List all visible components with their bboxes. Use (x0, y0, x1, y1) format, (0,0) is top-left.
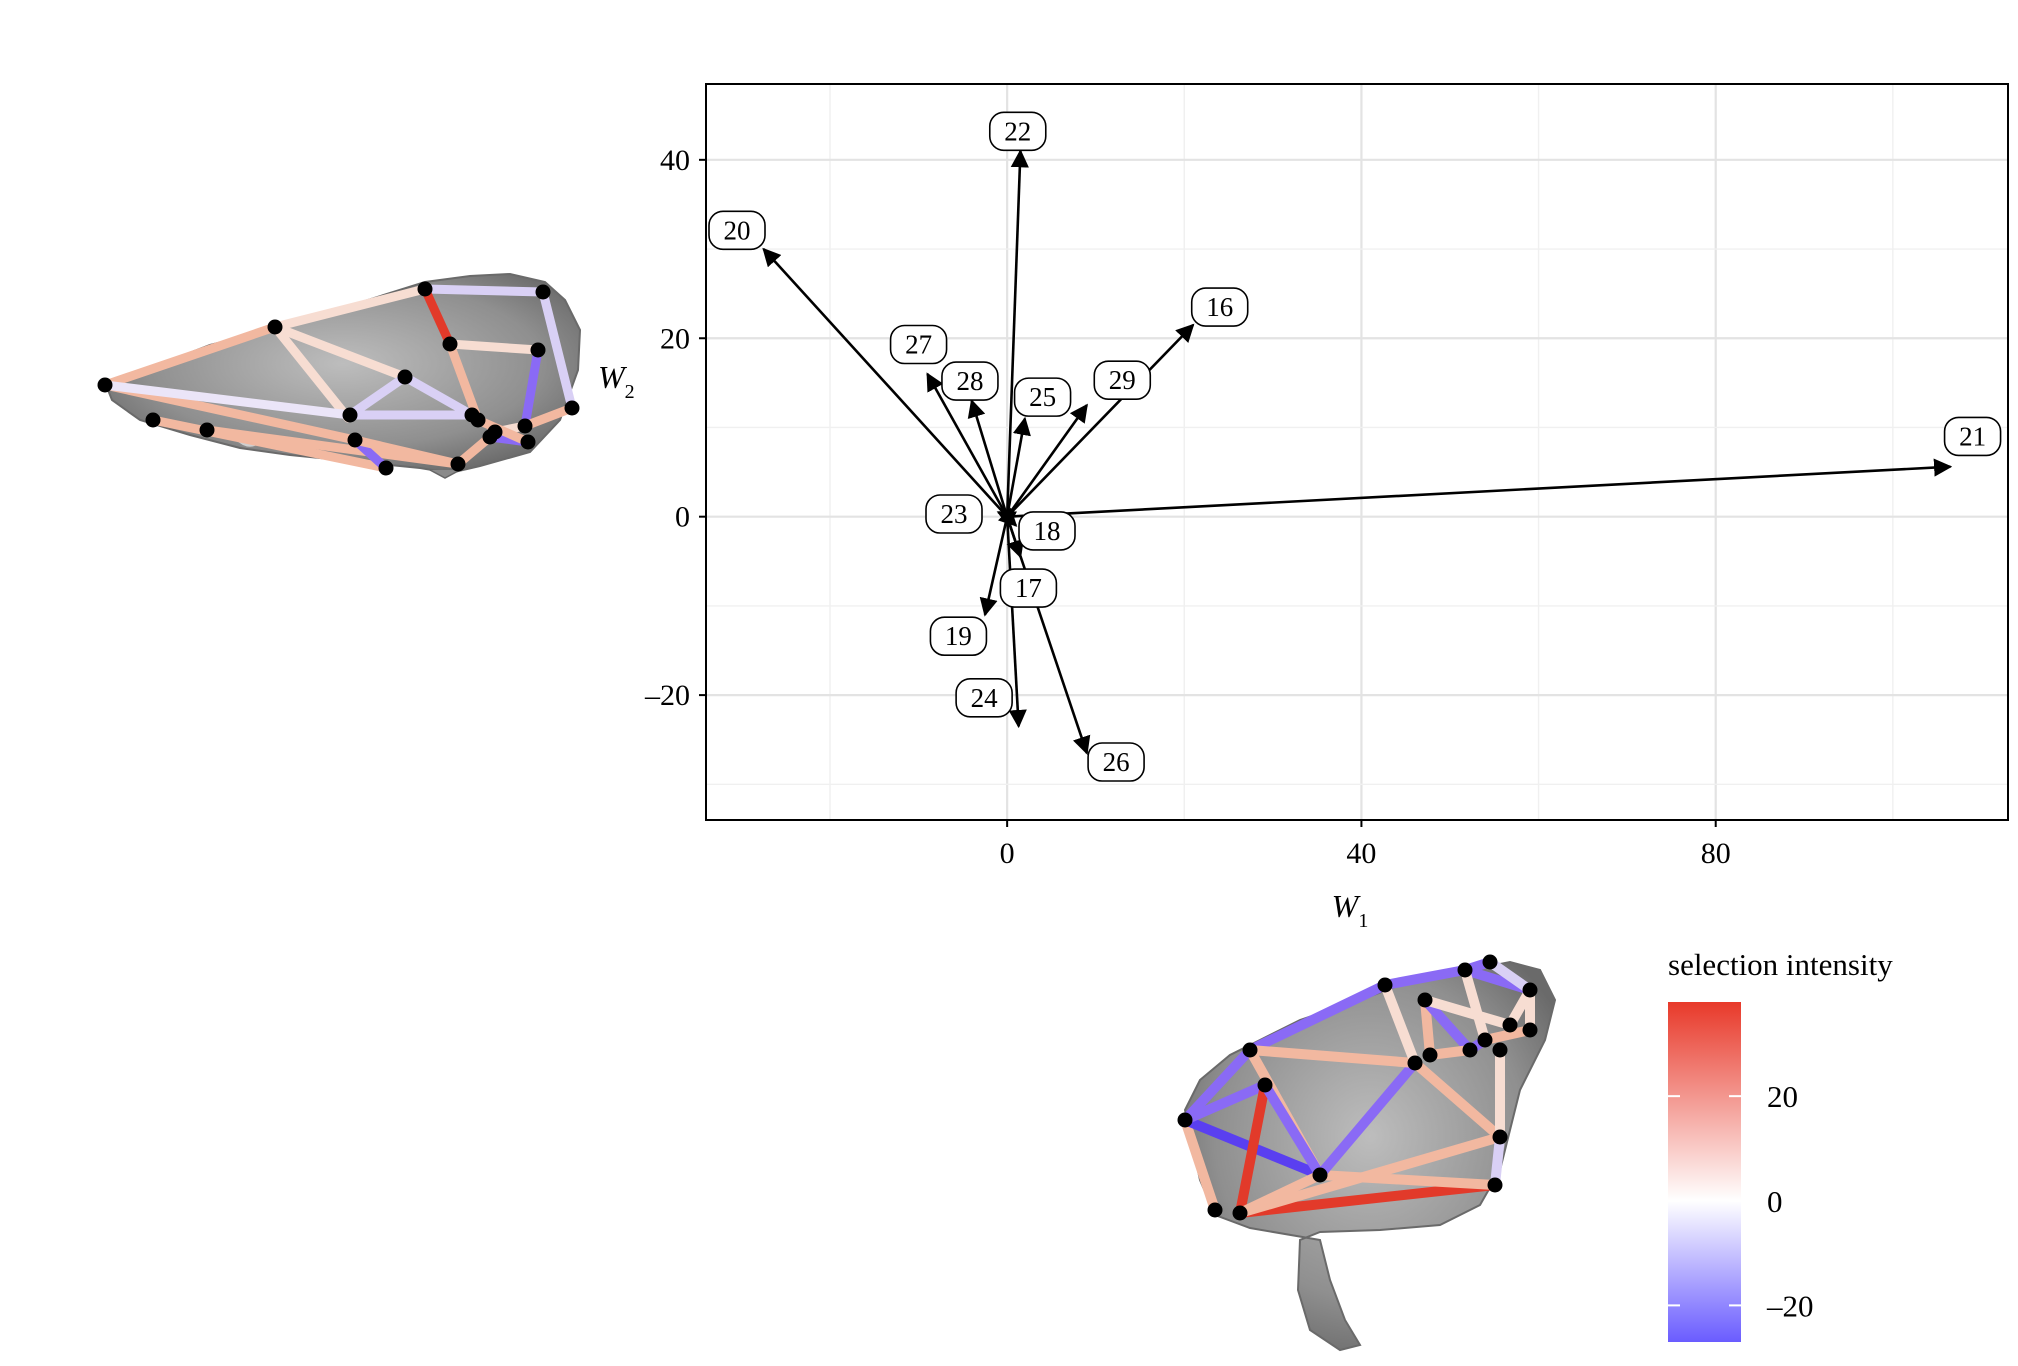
x-axis-title: W1 (1332, 888, 1369, 932)
vector-label-25: 25 (1013, 377, 1072, 417)
svg-text:27: 27 (905, 329, 932, 359)
svg-text:19: 19 (945, 621, 972, 651)
svg-text:29: 29 (1109, 365, 1136, 395)
x-axis-title-main: W (1332, 888, 1362, 924)
skull-posterior-landmarks (1177, 954, 1538, 1221)
legend-title: selection intensity (1668, 947, 1893, 982)
vector-label-27: 27 (889, 324, 948, 365)
vector-label-17: 17 (999, 568, 1058, 608)
vector-arrow-25 (1005, 416, 1031, 517)
skull-posterior-illustration (1177, 954, 1557, 1352)
skull-lateral-landmarks (97, 281, 580, 476)
vector-label-16: 16 (1190, 287, 1249, 327)
legend-colorbar (1668, 1002, 1741, 1342)
vector-arrow-16 (1006, 323, 1195, 518)
legend-tick-label: –20 (1766, 1288, 1814, 1323)
plot-panel (706, 84, 2008, 820)
axis-ticks: 0 40 80 –20 0 20 40 (644, 144, 1731, 870)
svg-text:16: 16 (1206, 292, 1233, 322)
vector-label-22: 22 (988, 111, 1047, 152)
vector-label-23: 23 (925, 494, 983, 534)
y-tick-label: –20 (644, 679, 690, 712)
vector-labels: 16 17 18 19 20 21 22 23 24 25 26 27 28 29 (708, 111, 2002, 782)
y-tick-label: 20 (660, 322, 690, 355)
skull-posterior-edges (1180, 957, 1535, 1218)
y-axis-title: W2 (598, 359, 635, 403)
vector-label-24: 24 (955, 677, 1013, 718)
svg-text:28: 28 (956, 366, 983, 396)
svg-text:22: 22 (1004, 116, 1031, 146)
vector-arrow-26 (1005, 516, 1091, 755)
svg-text:23: 23 (941, 499, 968, 529)
svg-text:20: 20 (724, 215, 751, 245)
vector-label-20: 20 (708, 210, 766, 251)
legend-ticks: 20 0 –20 (1668, 1079, 1814, 1323)
vector-label-28: 28 (941, 361, 999, 401)
vector-arrow-21 (1007, 458, 1953, 518)
vector-arrow-27 (926, 372, 1009, 518)
x-tick-label: 0 (1000, 837, 1015, 870)
x-tick-label: 80 (1701, 837, 1731, 870)
vector-arrow-24 (1005, 516, 1027, 729)
vectors (762, 149, 1953, 755)
x-tick-label: 40 (1346, 837, 1376, 870)
vector-label-21: 21 (1943, 416, 2002, 457)
vector-arrow-28 (967, 398, 1009, 518)
vector-label-19: 19 (929, 616, 988, 657)
plot-border (705, 83, 2009, 821)
vector-arrow-19 (979, 516, 1009, 617)
svg-text:24: 24 (971, 683, 999, 713)
legend-tick-label: 20 (1767, 1079, 1798, 1114)
x-axis-title-sub: 1 (1358, 910, 1368, 932)
vector-label-18: 18 (1018, 511, 1076, 551)
svg-text:21: 21 (1959, 421, 1986, 451)
vector-arrow-22 (1005, 149, 1029, 517)
y-axis-title-sub: 2 (625, 381, 635, 403)
grid-lines (706, 84, 2008, 820)
y-tick-label: 40 (660, 144, 690, 177)
vector-label-29: 29 (1093, 360, 1152, 400)
y-axis-title-main: W (598, 359, 628, 395)
vector-arrow-20 (762, 247, 1009, 518)
y-tick-label: 0 (675, 501, 690, 534)
legend: selection intensity 20 0 –20 (1668, 947, 1893, 1342)
svg-text:25: 25 (1029, 382, 1056, 412)
legend-tick-label: 0 (1767, 1184, 1783, 1219)
svg-text:17: 17 (1015, 573, 1042, 603)
vector-label-26: 26 (1087, 742, 1145, 782)
vector-arrow-29 (1006, 403, 1088, 518)
svg-text:26: 26 (1103, 747, 1130, 777)
svg-text:18: 18 (1034, 516, 1061, 546)
skull-lateral-illustration (97, 272, 582, 479)
